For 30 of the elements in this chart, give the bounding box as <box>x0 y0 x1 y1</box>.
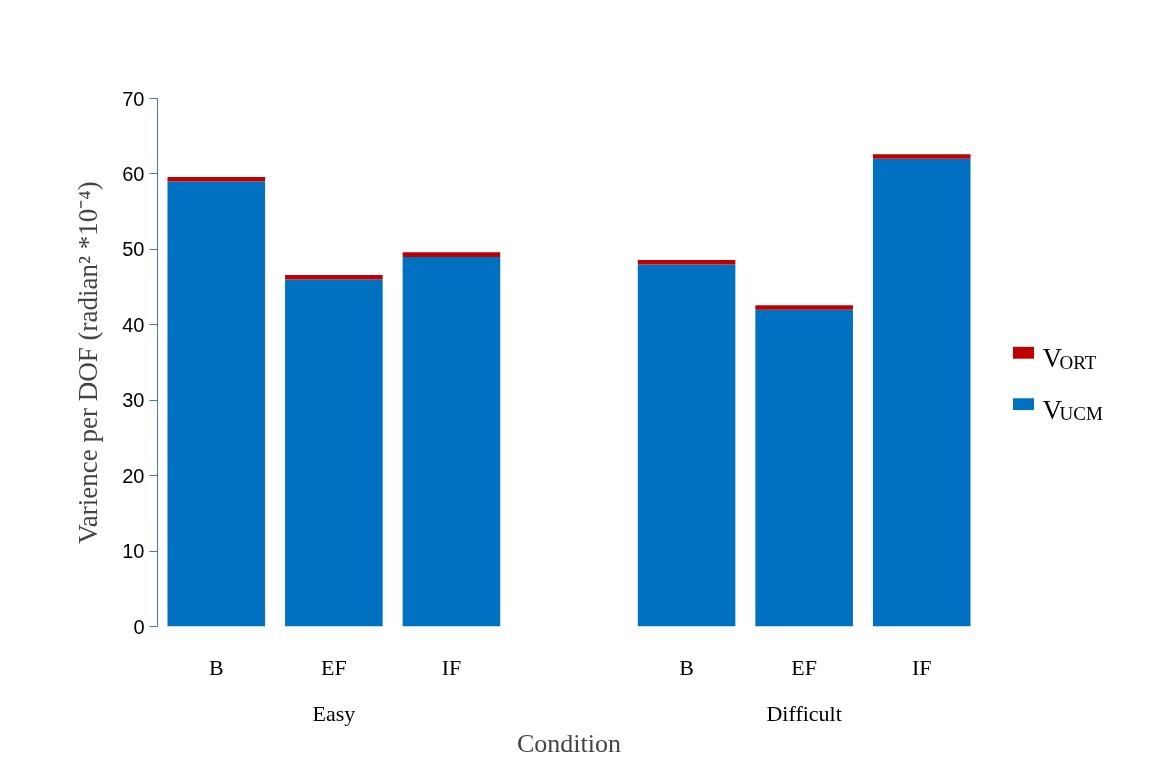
x-tick-label: IF <box>911 654 932 680</box>
x-tick-label: B <box>208 654 224 680</box>
x-tick-label: B <box>679 654 694 680</box>
text: Difficult <box>766 700 842 726</box>
bar <box>637 264 736 627</box>
y-axis-title: Varience per DOF (radian² *10⁻⁴) <box>73 181 104 544</box>
y-tick-label: 60 <box>122 162 145 185</box>
y-tick-label: 70 <box>122 87 145 110</box>
bar <box>285 279 383 627</box>
x-tick-label: IF <box>441 654 462 680</box>
y-tick-label: 50 <box>122 238 145 261</box>
y-tick-label: 0 <box>133 615 145 638</box>
y-tick-label: 20 <box>122 464 145 487</box>
bar <box>167 181 266 627</box>
bar <box>872 154 971 159</box>
bar <box>872 158 971 627</box>
y-tick-label: 30 <box>122 389 145 412</box>
text: Easy <box>312 700 356 726</box>
x-tick-label: EF <box>321 654 347 680</box>
legend-label: VUCM <box>1042 394 1103 425</box>
x-tick-label: EF <box>791 654 817 680</box>
bar <box>755 305 853 310</box>
bar <box>755 309 853 627</box>
bar <box>402 256 501 627</box>
x-axis-title: Condition <box>516 728 622 758</box>
bar <box>402 252 501 257</box>
y-tick-label: 40 <box>122 313 145 336</box>
legend-label: VORT <box>1042 343 1097 374</box>
y-tick-label: 10 <box>122 540 145 563</box>
bar <box>285 275 383 280</box>
